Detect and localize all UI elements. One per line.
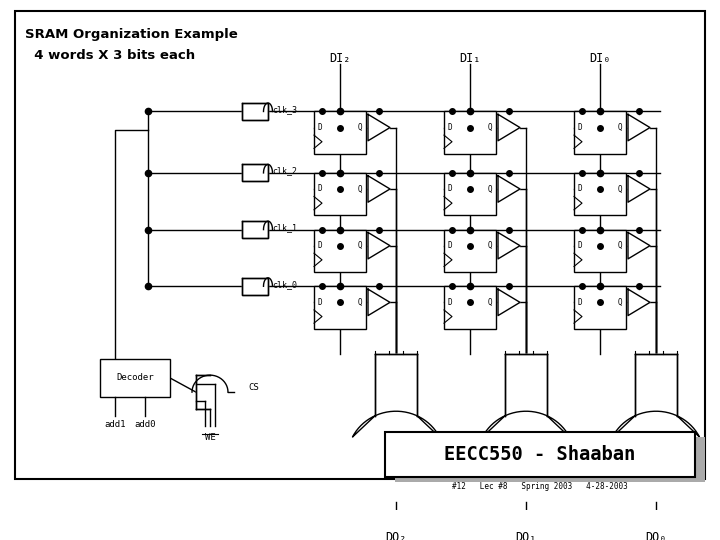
Text: DI₀: DI₀	[589, 52, 611, 65]
Polygon shape	[482, 354, 570, 437]
Text: clk_1: clk_1	[272, 223, 297, 232]
Polygon shape	[498, 232, 520, 259]
Text: Q: Q	[617, 185, 622, 193]
Text: 4 words X 3 bits each: 4 words X 3 bits each	[25, 49, 195, 62]
Text: Q: Q	[357, 185, 362, 193]
Text: D: D	[318, 298, 323, 307]
Text: D: D	[448, 298, 453, 307]
Bar	[395, 436, 705, 482]
Text: Q: Q	[357, 123, 362, 132]
Text: D: D	[318, 123, 323, 132]
Text: D: D	[578, 241, 582, 250]
Bar	[242, 278, 268, 295]
Text: DO₀: DO₀	[645, 531, 667, 540]
Bar	[444, 286, 496, 329]
Text: DO₁: DO₁	[516, 531, 536, 540]
Text: clk_0: clk_0	[272, 280, 297, 289]
Text: D: D	[578, 123, 582, 132]
Polygon shape	[368, 289, 390, 315]
Polygon shape	[613, 354, 699, 437]
Bar	[444, 230, 496, 272]
Text: clk_2: clk_2	[272, 166, 297, 176]
Polygon shape	[242, 221, 268, 238]
Text: Q: Q	[617, 241, 622, 250]
Text: DO₂: DO₂	[385, 531, 407, 540]
Polygon shape	[242, 164, 268, 181]
Text: #12   Lec #8   Spring 2003   4-28-2003: #12 Lec #8 Spring 2003 4-28-2003	[452, 482, 628, 491]
Bar	[574, 230, 626, 272]
Polygon shape	[498, 176, 520, 202]
Bar	[242, 103, 268, 120]
Bar	[100, 359, 170, 397]
Text: D: D	[578, 298, 582, 307]
Text: clk_3: clk_3	[272, 105, 297, 114]
Text: Q: Q	[357, 241, 362, 250]
Polygon shape	[368, 176, 390, 202]
Text: Q: Q	[357, 298, 362, 307]
Polygon shape	[498, 114, 520, 141]
Text: D: D	[578, 185, 582, 193]
Text: D: D	[448, 123, 453, 132]
Text: add0: add0	[134, 421, 156, 429]
Text: WE: WE	[204, 433, 215, 442]
Text: Q: Q	[487, 298, 492, 307]
Bar	[314, 230, 366, 272]
Text: Q: Q	[487, 241, 492, 250]
Bar	[444, 111, 496, 154]
Text: D: D	[448, 185, 453, 193]
Text: Q: Q	[487, 185, 492, 193]
Text: Q: Q	[487, 123, 492, 132]
Text: SRAM Organization Example: SRAM Organization Example	[25, 28, 238, 42]
Polygon shape	[498, 289, 520, 315]
Bar	[314, 111, 366, 154]
Text: DI₁: DI₁	[459, 52, 481, 65]
Polygon shape	[628, 289, 650, 315]
Polygon shape	[628, 176, 650, 202]
Text: Q: Q	[617, 123, 622, 132]
Bar	[574, 173, 626, 215]
Bar	[385, 432, 695, 477]
Polygon shape	[196, 375, 210, 409]
Text: Q: Q	[617, 298, 622, 307]
Text: add1: add1	[104, 421, 126, 429]
Bar	[314, 286, 366, 329]
Polygon shape	[628, 114, 650, 141]
Text: DI₂: DI₂	[329, 52, 351, 65]
Bar	[574, 286, 626, 329]
Text: D: D	[318, 241, 323, 250]
Polygon shape	[242, 103, 268, 120]
Polygon shape	[628, 232, 650, 259]
Bar	[444, 173, 496, 215]
Bar	[314, 173, 366, 215]
Bar	[242, 221, 268, 238]
Text: EECC550 - Shaaban: EECC550 - Shaaban	[444, 445, 636, 464]
Polygon shape	[368, 232, 390, 259]
Bar	[574, 111, 626, 154]
Bar	[242, 164, 268, 181]
Polygon shape	[242, 278, 268, 295]
Text: D: D	[318, 185, 323, 193]
Text: D: D	[448, 241, 453, 250]
Text: CS: CS	[248, 383, 258, 392]
Polygon shape	[353, 354, 439, 437]
Polygon shape	[368, 114, 390, 141]
Text: Decoder: Decoder	[116, 374, 154, 382]
